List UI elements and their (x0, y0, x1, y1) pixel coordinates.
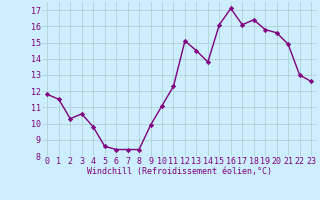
X-axis label: Windchill (Refroidissement éolien,°C): Windchill (Refroidissement éolien,°C) (87, 167, 272, 176)
